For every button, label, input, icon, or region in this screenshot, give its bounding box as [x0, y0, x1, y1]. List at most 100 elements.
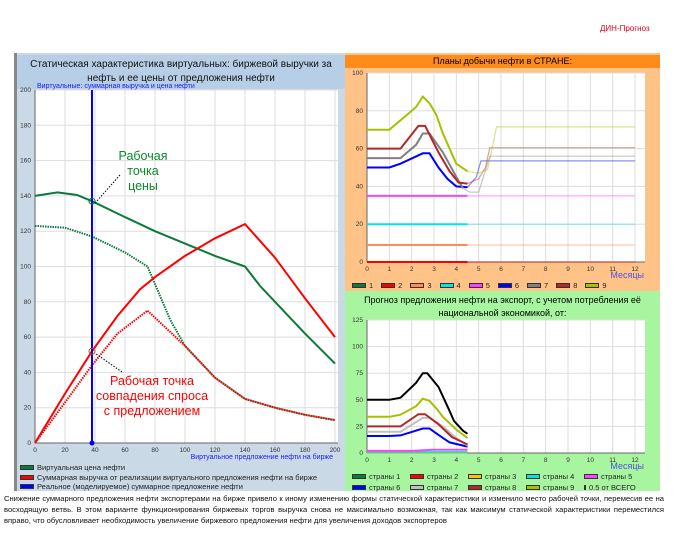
top-y-tick-label: 60: [356, 146, 364, 153]
top-series-line-8: [367, 124, 468, 185]
top-x-tick-label: 8: [544, 266, 548, 273]
legend-swatch: [468, 485, 482, 490]
top-forecast-line-8: [467, 147, 635, 185]
top-series-line-7: [367, 132, 464, 189]
bottom-series-line-страны 8: [367, 413, 468, 446]
legend-swatch: [410, 485, 424, 490]
legend-item: 2: [381, 281, 402, 290]
left-y-tick-label: 140: [20, 193, 31, 200]
bottom-y-tick-label: 125: [352, 317, 363, 324]
left-series-line-0: [34, 191, 336, 365]
top-x-tick-label: 7: [522, 266, 526, 273]
legend-label: 2: [398, 281, 403, 290]
legend-item: 8: [556, 281, 577, 290]
top-right-chart-title: Планы добычи нефти в СТРАНЕ:: [345, 55, 660, 68]
legend-label: 4: [456, 281, 461, 290]
left-x-tick-label: 80: [151, 447, 159, 454]
legend-item: 7: [527, 281, 548, 290]
left-y-tick-label: 100: [20, 264, 31, 271]
legend-swatch: [20, 474, 34, 480]
top-right-chart-legend: 1 2 3 4 5 6 7 8 9: [352, 281, 607, 290]
legend-label: страны 9: [543, 483, 575, 492]
bottom-x-tick-label: 8: [544, 457, 548, 464]
left-y-tick-label: 60: [24, 334, 32, 341]
working-point-marker: [88, 197, 96, 205]
legend-item: страны 2: [410, 472, 461, 481]
working-point-marker: [88, 347, 96, 355]
brand-label: ДИН-Прогноз: [600, 24, 650, 33]
bottom-x-tick-label: 9: [566, 457, 570, 464]
annotation-text: Рабочая: [119, 149, 168, 163]
legend-label: страны 7: [427, 483, 459, 492]
legend-swatch: [352, 485, 366, 490]
legend-label: страны 1: [369, 472, 401, 481]
left-x-tick-label: 0: [33, 447, 37, 454]
bottom-x-tick-label: 1: [388, 457, 392, 464]
bottom-x-tick-label: 6: [499, 457, 503, 464]
legend-swatch: [20, 484, 34, 490]
left-y-axis-label: Виртуальные: суммарная выручка и цена не…: [37, 83, 195, 90]
bottom-x-tick-label: 10: [587, 457, 595, 464]
left-y-tick-label: 120: [20, 228, 31, 235]
annotation-text: Рабочая точка: [110, 374, 194, 388]
bottom-series-line-страны 9: [367, 397, 469, 439]
legend-swatch: [497, 283, 512, 288]
legend-swatch: [468, 283, 483, 288]
bottom-x-tick-label: 12: [631, 457, 639, 464]
legend-item: страны 8: [468, 483, 519, 492]
top-x-tick-label: 9: [566, 266, 570, 273]
bottom-series-line-страны 5: [367, 448, 468, 452]
legend-label: страны 2: [427, 472, 459, 481]
left-y-tick-label: 160: [20, 158, 31, 165]
left-y-tick-label: 200: [20, 87, 31, 94]
annotation-text: цены: [128, 179, 158, 193]
bottom-series-line-0.5 от ВСЕГО: [367, 372, 469, 435]
legend-label: 1: [369, 281, 374, 290]
left-x-tick-label: 200: [330, 447, 341, 454]
bottom-x-tick-label: 11: [609, 457, 616, 464]
legend-item: страны 6: [352, 483, 403, 492]
left-y-tick-label: 40: [24, 369, 32, 376]
legend-swatch: [526, 485, 540, 490]
top-x-tick-label: 12: [631, 266, 639, 273]
legend-item: 1: [352, 281, 373, 290]
top-y-tick-label: 40: [356, 183, 364, 190]
top-x-tick-label: 11: [609, 266, 616, 273]
left-chart-legend: Виртуальная цена нефти Суммарная выручка …: [20, 463, 317, 492]
legend-label: Реальное (моделируемое) суммарное предло…: [37, 482, 243, 492]
bottom-y-tick-label: 0: [359, 450, 363, 457]
legend-swatch: [468, 474, 482, 479]
top-x-tick-label: 1: [388, 266, 392, 273]
left-x-tick-label: 20: [61, 447, 69, 454]
left-y-tick-label: 0: [27, 440, 31, 447]
legend-label: 9: [602, 281, 607, 290]
legend-label: страны 8: [485, 483, 517, 492]
left-x-tick-label: 180: [300, 447, 311, 454]
bottom-x-tick-label: 7: [522, 457, 526, 464]
bottom-y-tick-label: 100: [352, 344, 363, 351]
legend-label: страны 6: [369, 483, 401, 492]
bottom-x-tick-label: 5: [477, 457, 481, 464]
top-y-tick-label: 20: [356, 221, 364, 228]
legend-item: страны 9: [526, 483, 577, 492]
legend-item: страны 3: [468, 472, 519, 481]
left-y-tick-label: 20: [24, 405, 32, 412]
bottom-y-tick-label: 50: [356, 397, 364, 404]
supply-marker: [89, 440, 95, 446]
legend-label: страны 5: [601, 472, 633, 481]
legend-swatch: [410, 283, 425, 288]
left-x-axis-label: Виртуальное предложение нефти на бирже: [191, 453, 334, 461]
legend-label: 7: [544, 281, 549, 290]
left-x-tick-label: 60: [121, 447, 129, 454]
legend-swatch: [20, 465, 34, 471]
legend-swatch: [439, 283, 454, 288]
annotation-arrow: [94, 174, 121, 204]
legend-swatch: [584, 485, 586, 490]
legend-item: 6: [497, 281, 519, 290]
bottom-x-tick-label: 2: [410, 457, 414, 464]
legend-swatch: [527, 283, 542, 288]
top-x-tick-label: 2: [410, 266, 414, 273]
left-series-line-3: [34, 309, 336, 444]
legend-label: страны 4: [543, 472, 575, 481]
legend-swatch: [556, 283, 571, 288]
